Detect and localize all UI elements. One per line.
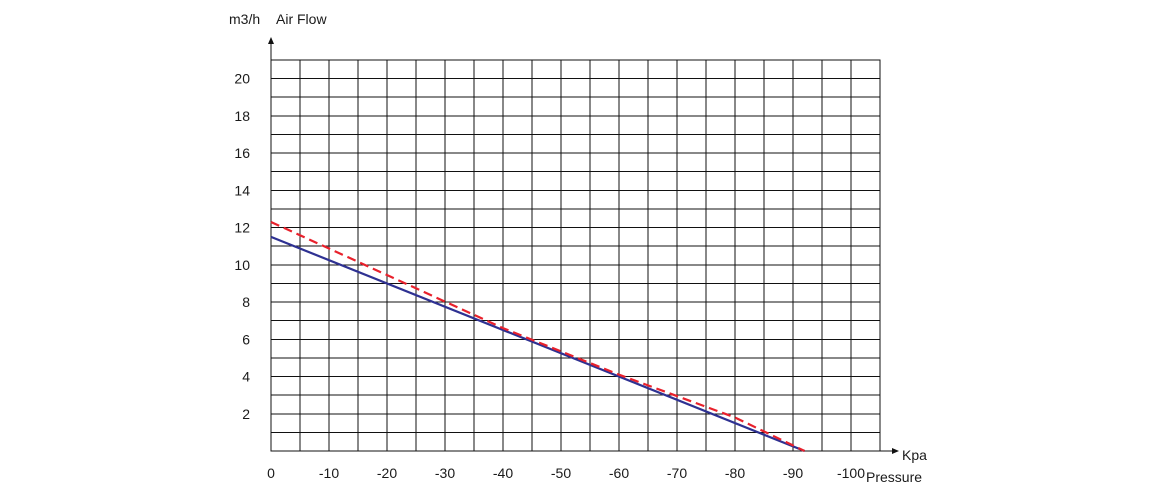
y-tick-label: 8 — [242, 294, 250, 310]
x-tick-label: -60 — [609, 465, 629, 481]
plot-frame — [270, 59, 881, 452]
y-tick-label: 20 — [234, 71, 250, 87]
y-tick-label: 10 — [234, 257, 250, 273]
x-tick-label: -100 — [837, 465, 865, 481]
x-tick-label: 0 — [267, 465, 275, 481]
x-tick-label: -40 — [493, 465, 513, 481]
y-tick-label: 12 — [234, 220, 250, 236]
x-axis-unit: Kpa — [902, 447, 927, 463]
x-tick-label: -80 — [725, 465, 745, 481]
y-axis-title: Air Flow — [276, 11, 327, 27]
plot-grid — [270, 59, 881, 452]
series-line-solid — [270, 235, 806, 453]
series-line-dashed — [270, 220, 806, 452]
x-tick-label: -10 — [319, 465, 339, 481]
data-series — [270, 220, 806, 453]
y-tick-label: 16 — [234, 145, 250, 161]
x-axis-title: Pressure — [866, 469, 922, 485]
x-tick-label: -90 — [783, 465, 803, 481]
axes — [268, 37, 899, 454]
x-tick-label: -70 — [667, 465, 687, 481]
x-tick-label: -50 — [551, 465, 571, 481]
y-tick-label: 2 — [242, 406, 250, 422]
x-tick-label: -30 — [435, 465, 455, 481]
y-axis-unit: m3/h — [229, 11, 260, 27]
y-tick-label: 18 — [234, 108, 250, 124]
y-tick-label: 4 — [242, 369, 250, 385]
y-tick-label: 14 — [234, 182, 250, 198]
chart-labels: m3/h Air Flow Kpa Pressure 0 -10 -20 -30 -40… — [229, 11, 927, 485]
x-tick-label: -20 — [377, 465, 397, 481]
y-tick-label: 6 — [242, 331, 250, 347]
